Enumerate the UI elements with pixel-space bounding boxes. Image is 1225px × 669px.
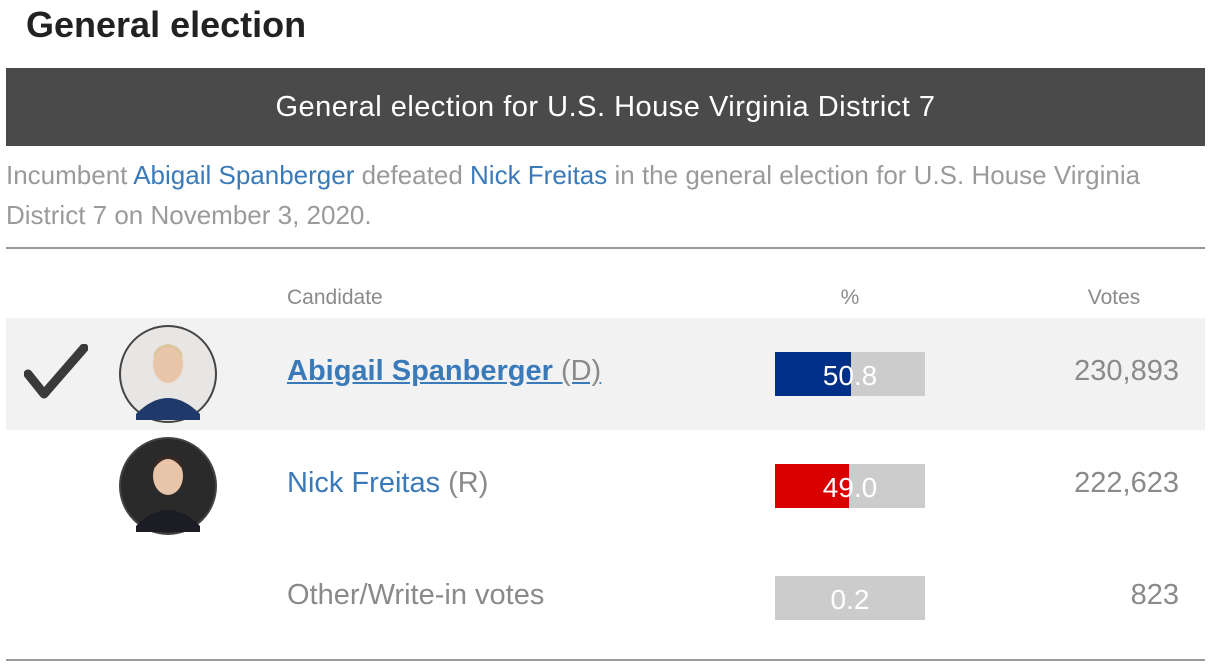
vote-count: 230,893 (1074, 355, 1179, 387)
summary-text: in the general election for U.S. House V… (6, 160, 1141, 230)
candidate-name: Abigail Spanberger (D) (287, 355, 601, 388)
column-header: Votes (1087, 286, 1141, 309)
candidate-name: Nick Freitas (R) (287, 467, 488, 500)
column-header: Candidate (287, 286, 383, 309)
candidate-link[interactable]: Nick Freitas (287, 467, 441, 499)
winner-check (24, 344, 88, 399)
percent-bar-track (775, 464, 925, 508)
column-header: % (840, 286, 860, 309)
percent-bar-track (775, 352, 925, 396)
candidate-photo (119, 325, 217, 423)
divider (6, 247, 1205, 249)
result-row (6, 542, 1205, 654)
candidate-link[interactable]: Nick Freitas (470, 160, 608, 190)
percent-bar-track (775, 576, 925, 620)
candidate-photo (119, 437, 217, 535)
percent-bar (775, 464, 849, 508)
candidate-link: Other/Write-in votes (287, 579, 545, 611)
vote-count: 222,623 (1074, 467, 1179, 499)
summary-text: Incumbent (6, 160, 134, 190)
banner-title: General election for U.S. House Virginia… (275, 90, 936, 123)
party: (R) (448, 467, 489, 499)
summary-text: defeated (354, 160, 471, 190)
vote-count: 823 (1130, 579, 1179, 611)
section-title: General election (26, 4, 307, 45)
summary: Incumbent Abigail Spanberger defeated Ni… (6, 155, 1206, 235)
candidate-link[interactable]: Abigail Spanberger (287, 355, 553, 387)
check-mark (24, 344, 88, 399)
divider (6, 659, 1205, 661)
percent-label: 50.8 (822, 360, 878, 391)
banner: General election for U.S. House Virginia… (6, 68, 1205, 146)
candidate-name: Other/Write-in votes (287, 579, 544, 612)
candidate-link[interactable]: Abigail Spanberger (133, 160, 355, 190)
percent-bar (775, 352, 852, 396)
party: (D) (560, 355, 602, 387)
percent-label: 49.0 (822, 472, 878, 503)
percent-label: 0.2 (830, 584, 870, 615)
